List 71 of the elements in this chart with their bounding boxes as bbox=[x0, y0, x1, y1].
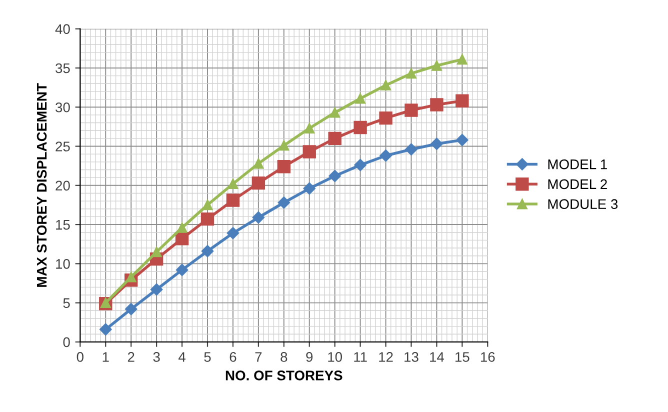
x-tick-label: 2 bbox=[128, 352, 134, 362]
point bbox=[100, 323, 112, 336]
y-tick-label: 30 bbox=[56, 102, 70, 112]
x-tick-label: 0 bbox=[76, 352, 84, 362]
point bbox=[302, 145, 316, 158]
x-tick-label: 7 bbox=[255, 352, 262, 362]
point bbox=[330, 107, 340, 118]
point bbox=[228, 178, 238, 190]
x-axis-title: NO. OF STOREYS bbox=[226, 370, 342, 380]
y-tick-label: 40 bbox=[55, 24, 70, 34]
point bbox=[404, 104, 418, 117]
x-tick-label: 1 bbox=[102, 352, 109, 362]
point bbox=[176, 222, 188, 233]
y-tick-label: 0 bbox=[63, 337, 70, 348]
point bbox=[200, 212, 214, 226]
y-axis-title: MAX STOREY DISPLACEMENT bbox=[36, 83, 47, 287]
point bbox=[430, 98, 444, 112]
point bbox=[406, 68, 416, 79]
y-tick-label: 35 bbox=[56, 63, 70, 74]
point bbox=[151, 246, 162, 258]
point bbox=[405, 143, 418, 156]
legend-label: MODEL 2 bbox=[548, 179, 607, 190]
y-tick-label: 15 bbox=[56, 220, 70, 230]
x-tick-label: 10 bbox=[328, 352, 342, 362]
point bbox=[431, 60, 442, 71]
point bbox=[328, 132, 342, 146]
point bbox=[226, 227, 240, 240]
point bbox=[430, 138, 443, 150]
x-tick-label: 11 bbox=[354, 352, 367, 362]
point bbox=[354, 158, 366, 172]
y-tick-label: 5 bbox=[63, 298, 70, 308]
point bbox=[380, 150, 392, 162]
point bbox=[379, 111, 392, 125]
point bbox=[278, 196, 290, 209]
point bbox=[303, 182, 316, 195]
x-tick-label: 5 bbox=[204, 352, 211, 362]
point bbox=[380, 80, 391, 90]
x-tick-label: 9 bbox=[306, 352, 313, 362]
point bbox=[456, 134, 468, 146]
point bbox=[150, 283, 163, 296]
point bbox=[252, 176, 266, 190]
point bbox=[176, 264, 188, 276]
point bbox=[304, 123, 315, 134]
x-tick-label: 4 bbox=[178, 352, 186, 362]
point bbox=[201, 245, 214, 258]
point bbox=[125, 302, 138, 316]
legend-label: MODULE 3 bbox=[548, 199, 618, 210]
point bbox=[277, 160, 290, 174]
point bbox=[328, 170, 341, 182]
y-tick-label: 10 bbox=[56, 259, 70, 269]
y-tick-label: 20 bbox=[56, 180, 70, 191]
x-tick-label: 6 bbox=[230, 352, 236, 362]
y-tick-label: 25 bbox=[56, 142, 70, 152]
x-tick-label: 8 bbox=[280, 352, 288, 362]
x-tick-label: 12 bbox=[379, 352, 393, 362]
point bbox=[278, 140, 290, 151]
point bbox=[253, 158, 264, 169]
x-tick-label: 14 bbox=[430, 352, 444, 362]
x-tick-label: 13 bbox=[404, 352, 418, 362]
point bbox=[456, 94, 469, 108]
point bbox=[252, 211, 265, 224]
point bbox=[354, 120, 367, 134]
point bbox=[355, 93, 366, 104]
x-tick-label: 16 bbox=[480, 352, 495, 362]
legend-label: MODEL 1 bbox=[548, 159, 607, 170]
x-tick-label: 15 bbox=[456, 352, 470, 362]
point bbox=[202, 200, 213, 210]
point bbox=[126, 272, 136, 282]
point bbox=[226, 194, 240, 207]
x-tick-label: 3 bbox=[153, 352, 160, 362]
point bbox=[456, 54, 468, 65]
